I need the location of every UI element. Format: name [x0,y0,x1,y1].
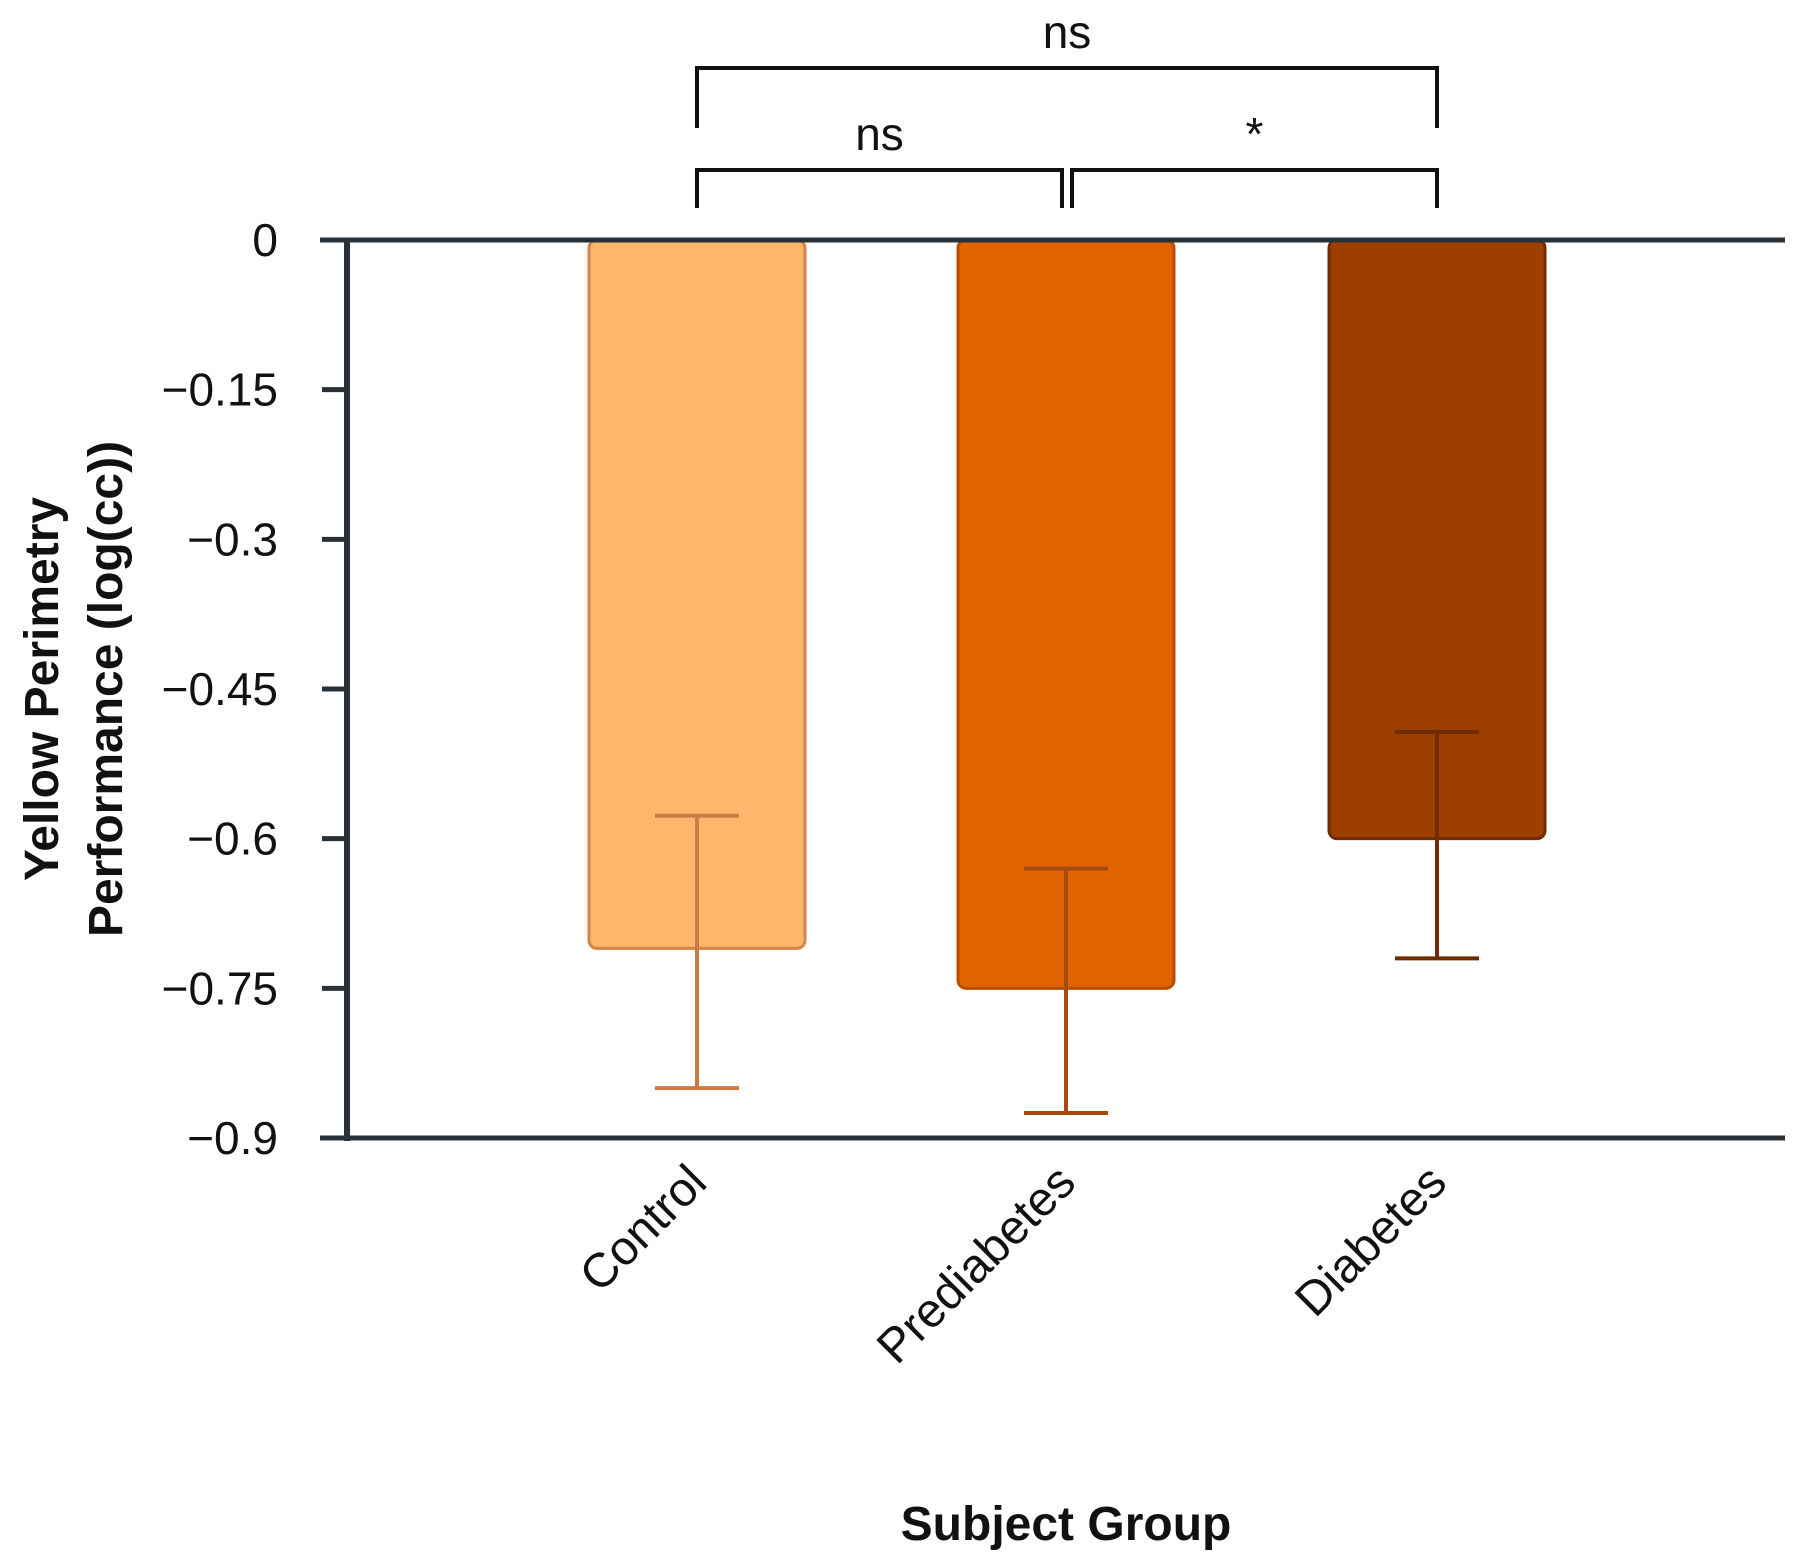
y-axis-title-line: Yellow Perimetry [16,497,69,881]
x-tick-label-prediabetes: Prediabetes [867,1155,1086,1374]
significance-bracket: ns [695,6,1439,128]
axis-titles-group: Subject Group Yellow Perimetry Performance… [16,441,1231,1551]
significance-brackets-group: ns ns * [695,6,1439,208]
bars-group [587,238,1547,990]
error-bar-diabetes [1395,729,1479,961]
bracket-line [695,66,1439,128]
y-axis-title: Yellow Perimetry Performance (log(cc)) [16,441,133,937]
y-ticks-group: 0 −0.15 −0.3 −0.45 −0.6 −0.75 −0.9 [162,214,347,1164]
x-tick-labels-group: Control Prediabetes Diabetes [570,1155,1457,1374]
significance-bracket: * [1070,108,1439,208]
error-bars-group [655,729,1479,1116]
x-tick-label-diabetes: Diabetes [1285,1155,1456,1326]
error-bar-prediabetes [1024,866,1108,1116]
y-tick-label: 0 [252,214,278,266]
significance-label: * [1246,108,1264,160]
y-axis-title-line: Performance (log(cc)) [80,441,133,937]
y-tick-label: −0.3 [187,513,278,565]
significance-label: ns [1043,6,1092,58]
y-tick-label: −0.6 [187,813,278,865]
y-tick-label: −0.15 [162,364,278,416]
y-tick-label: −0.45 [162,663,278,715]
y-tick-label: −0.75 [162,962,278,1014]
bracket-line [695,168,1064,208]
error-bar-control [655,813,739,1091]
y-tick-label: −0.9 [187,1112,278,1164]
x-tick-label-control: Control [570,1155,717,1302]
significance-bracket: ns [695,108,1064,208]
significance-label: ns [855,108,904,160]
x-axis-title: Subject Group [901,1498,1232,1551]
bracket-line [1070,168,1439,208]
